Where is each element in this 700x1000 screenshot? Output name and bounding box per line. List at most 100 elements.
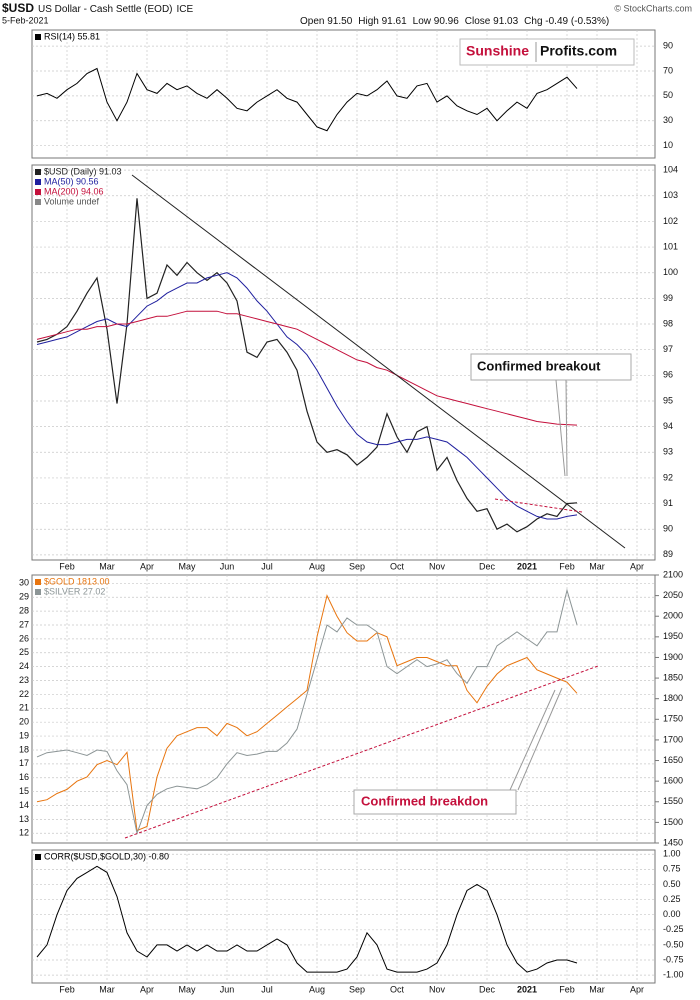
y-tick-label: 90	[663, 41, 673, 51]
legend-note: Volume undef	[44, 196, 100, 206]
legend-swatch	[35, 179, 41, 185]
y-tick-label: 21	[19, 703, 29, 713]
y2-tick-label: 1750	[663, 714, 683, 724]
panel-frame	[31, 29, 656, 159]
series-line	[36, 594, 578, 832]
y2-tick-label: 2050	[663, 590, 683, 600]
y-tick-label: 104	[663, 165, 678, 175]
y-tick-label: 95	[663, 395, 673, 405]
y-tick-label: 99	[663, 293, 673, 303]
x-tick-label: Nov	[429, 561, 446, 571]
legend-swatch	[35, 169, 41, 175]
annotation-pointer	[509, 689, 556, 791]
y-tick-label: 10	[663, 140, 673, 150]
series-line	[36, 272, 578, 520]
annotation-box	[353, 789, 517, 815]
x-tick-label: Jul	[261, 561, 273, 571]
x-tick-label: Feb	[59, 984, 75, 994]
panel-frame	[31, 849, 656, 984]
x-tick-label: Jun	[220, 561, 235, 571]
y2-tick-label: 1700	[663, 734, 683, 744]
support-line	[124, 665, 599, 839]
x-tick-label: Oct	[390, 984, 405, 994]
annotation: Confirmed breakdon	[361, 793, 488, 808]
y-tick-label: 0.50	[663, 879, 681, 889]
legend-label: $SILVER 27.02	[44, 586, 105, 596]
x-tick-label: Mar	[589, 984, 605, 994]
logo-part: Profits.com	[540, 43, 617, 59]
trend-line	[131, 174, 626, 549]
logo-part: Sunshine	[466, 43, 529, 59]
y-tick-label: 89	[663, 549, 673, 559]
y-tick-label: 14	[19, 800, 29, 810]
y-tick-label: 19	[19, 730, 29, 740]
y-tick-label: 90	[663, 524, 673, 534]
legend-swatch	[35, 189, 41, 195]
y-tick-label: 25	[19, 647, 29, 657]
annotation-box	[470, 353, 632, 381]
y-tick-label: 12	[19, 828, 29, 838]
y2-tick-label: 1600	[663, 776, 683, 786]
y-tick-label: -0.75	[663, 954, 684, 964]
y2-tick-label: 1650	[663, 755, 683, 765]
quote-line: Open 91.50 High 91.61 Low 90.96 Close 91.03…	[300, 16, 609, 27]
x-tick-label: Oct	[390, 561, 405, 571]
header-line: $USD US Dollar - Cash Settle (EOD) ICE	[2, 1, 194, 15]
y-tick-label: 30	[663, 115, 673, 125]
y-tick-label: 26	[19, 633, 29, 643]
x-tick-label: Sep	[349, 984, 365, 994]
y-tick-label: 0.75	[663, 864, 681, 874]
legend-label: $GOLD 1813.00	[44, 576, 110, 586]
x-tick-label: Apr	[140, 984, 154, 994]
x-tick-label: Mar	[99, 984, 115, 994]
y-tick-label: 102	[663, 216, 678, 226]
quote: Chg -0.49 (-0.53%)	[524, 16, 609, 27]
instrument-name: US Dollar - Cash Settle (EOD)	[38, 4, 172, 15]
y-tick-label: 70	[663, 65, 673, 75]
panel-frame	[31, 164, 656, 561]
y-tick-label: 91	[663, 498, 673, 508]
annotation-pointer	[555, 379, 566, 477]
legend-swatch	[35, 589, 41, 595]
y2-tick-label: 1850	[663, 672, 683, 682]
series-line	[36, 67, 578, 132]
y2-tick-label: 1550	[663, 796, 683, 806]
y-tick-label: 92	[663, 472, 673, 482]
y-tick-label: 1.00	[663, 849, 681, 859]
annotation-pointer	[565, 379, 568, 477]
quote: Close 91.03	[465, 16, 519, 27]
legend-swatch	[35, 854, 41, 860]
y2-tick-label: 2100	[663, 569, 683, 579]
quote: High 91.61	[358, 16, 407, 27]
y-tick-label: 97	[663, 344, 673, 354]
y-tick-label: -1.00	[663, 970, 684, 980]
x-tick-label: May	[178, 984, 196, 994]
y-tick-label: -0.25	[663, 924, 684, 934]
panel-frame	[31, 574, 656, 844]
y-tick-label: 28	[19, 605, 29, 615]
y-tick-label: 0.00	[663, 909, 681, 919]
x-tick-label: Aug	[309, 561, 325, 571]
series-line	[36, 865, 578, 973]
y2-tick-label: 1500	[663, 817, 683, 827]
x-tick-label: Dec	[479, 984, 496, 994]
x-tick-label: Apr	[140, 561, 154, 571]
y-tick-label: 100	[663, 267, 678, 277]
quote: Open 91.50	[300, 16, 353, 27]
x-tick-label: Jul	[261, 984, 273, 994]
y-tick-label: -0.50	[663, 939, 684, 949]
y-tick-label: 94	[663, 421, 673, 431]
x-tick-label: Nov	[429, 984, 446, 994]
x-tick-label: Feb	[59, 561, 75, 571]
legend-label: CORR($USD,$GOLD,30) -0.80	[44, 851, 169, 861]
y-tick-label: 29	[19, 592, 29, 602]
y-tick-label: 17	[19, 758, 29, 768]
y-tick-label: 30	[19, 578, 29, 588]
legend-label: MA(50) 90.56	[44, 176, 99, 186]
x-tick-label: May	[178, 561, 196, 571]
y2-tick-label: 2000	[663, 611, 683, 621]
x-tick-label: 2021	[517, 561, 537, 571]
y-tick-label: 103	[663, 190, 678, 200]
legend-label: RSI(14) 55.81	[44, 31, 100, 41]
x-tick-label: Apr	[630, 561, 644, 571]
